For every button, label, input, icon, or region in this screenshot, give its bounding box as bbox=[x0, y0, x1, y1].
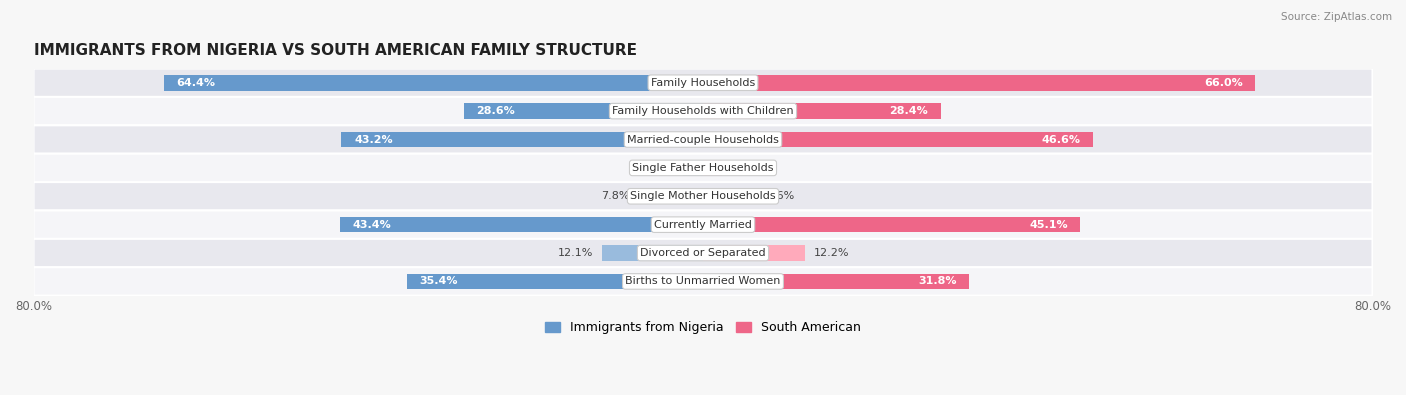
Bar bbox=[703, 274, 969, 289]
Text: Currently Married: Currently Married bbox=[654, 220, 752, 229]
Text: 12.1%: 12.1% bbox=[558, 248, 593, 258]
Bar bbox=[683, 160, 703, 176]
FancyBboxPatch shape bbox=[34, 97, 1372, 125]
Text: Single Father Households: Single Father Households bbox=[633, 163, 773, 173]
Text: 43.4%: 43.4% bbox=[353, 220, 391, 229]
FancyBboxPatch shape bbox=[34, 182, 1372, 211]
Bar bbox=[703, 217, 1080, 233]
Text: 64.4%: 64.4% bbox=[177, 78, 215, 88]
Bar bbox=[406, 274, 703, 289]
Text: 35.4%: 35.4% bbox=[419, 276, 458, 286]
Text: Married-couple Households: Married-couple Households bbox=[627, 135, 779, 145]
Text: Source: ZipAtlas.com: Source: ZipAtlas.com bbox=[1281, 12, 1392, 22]
Text: 6.6%: 6.6% bbox=[766, 191, 794, 201]
Bar bbox=[703, 160, 723, 176]
Text: 12.2%: 12.2% bbox=[814, 248, 849, 258]
Text: 46.6%: 46.6% bbox=[1042, 135, 1080, 145]
Bar bbox=[703, 245, 806, 261]
FancyBboxPatch shape bbox=[34, 239, 1372, 267]
Text: 7.8%: 7.8% bbox=[600, 191, 630, 201]
FancyBboxPatch shape bbox=[34, 125, 1372, 154]
Bar bbox=[703, 132, 1092, 147]
Text: 66.0%: 66.0% bbox=[1204, 78, 1243, 88]
Text: 28.4%: 28.4% bbox=[890, 106, 928, 116]
FancyBboxPatch shape bbox=[34, 267, 1372, 295]
Bar bbox=[602, 245, 703, 261]
Text: Family Households with Children: Family Households with Children bbox=[612, 106, 794, 116]
Text: 31.8%: 31.8% bbox=[918, 276, 956, 286]
FancyBboxPatch shape bbox=[34, 154, 1372, 182]
FancyBboxPatch shape bbox=[34, 69, 1372, 97]
Text: 2.3%: 2.3% bbox=[731, 163, 759, 173]
Text: 45.1%: 45.1% bbox=[1029, 220, 1069, 229]
Bar bbox=[703, 188, 758, 204]
Text: Divorced or Separated: Divorced or Separated bbox=[640, 248, 766, 258]
Text: 43.2%: 43.2% bbox=[354, 135, 392, 145]
Text: Single Mother Households: Single Mother Households bbox=[630, 191, 776, 201]
FancyBboxPatch shape bbox=[34, 211, 1372, 239]
Text: Births to Unmarried Women: Births to Unmarried Women bbox=[626, 276, 780, 286]
Text: Family Households: Family Households bbox=[651, 78, 755, 88]
Bar bbox=[165, 75, 703, 90]
Text: IMMIGRANTS FROM NIGERIA VS SOUTH AMERICAN FAMILY STRUCTURE: IMMIGRANTS FROM NIGERIA VS SOUTH AMERICA… bbox=[34, 43, 637, 58]
Bar bbox=[638, 188, 703, 204]
Legend: Immigrants from Nigeria, South American: Immigrants from Nigeria, South American bbox=[540, 316, 866, 339]
Bar bbox=[703, 103, 941, 119]
Text: 28.6%: 28.6% bbox=[477, 106, 515, 116]
Bar bbox=[464, 103, 703, 119]
Text: 2.4%: 2.4% bbox=[645, 163, 675, 173]
Bar bbox=[340, 217, 703, 233]
Bar bbox=[703, 75, 1256, 90]
Bar bbox=[342, 132, 703, 147]
